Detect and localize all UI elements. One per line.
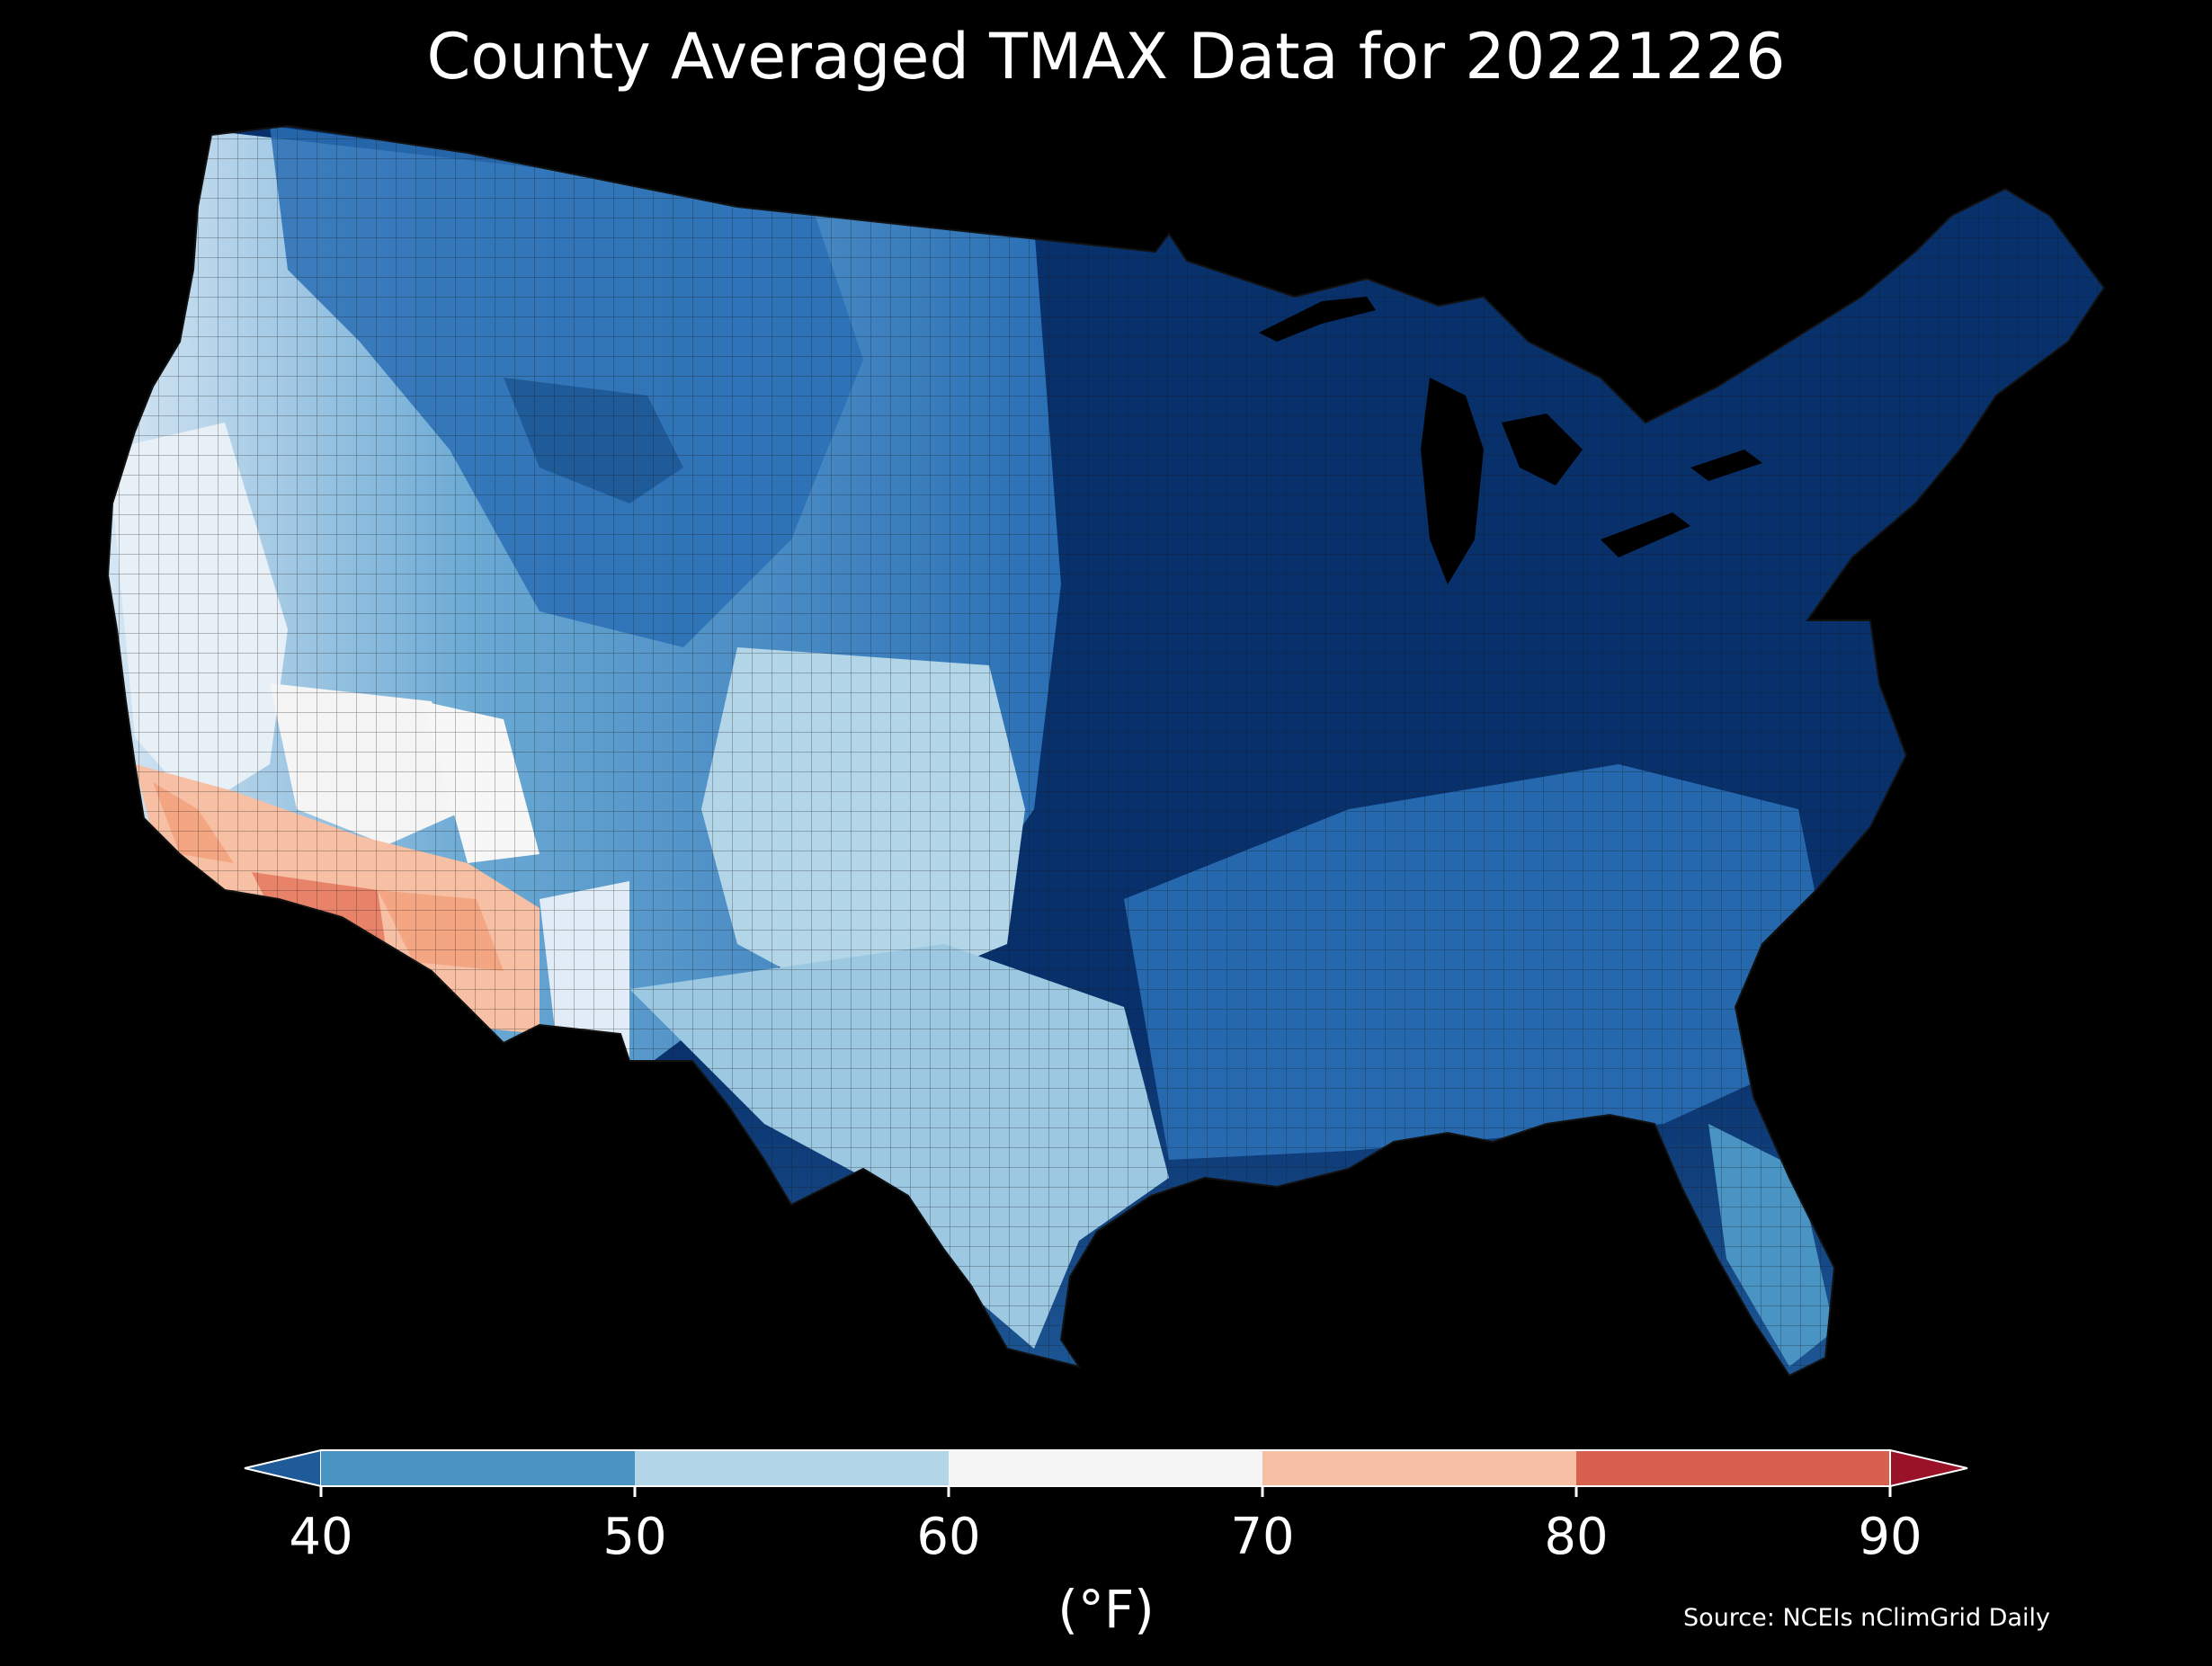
map-title: County Averaged TMAX Data for 20221226 [426, 20, 1786, 94]
colorbar-tick-label: 80 [1544, 1508, 1609, 1566]
colorbar-segment-60-70 [949, 1450, 1262, 1486]
colorbar-tick-label: 70 [1230, 1508, 1295, 1566]
colorbar-tick-label: 90 [1858, 1508, 1922, 1566]
colorbar-segment-70-80 [1262, 1450, 1576, 1486]
source-credit: Source: NCEIs nClimGrid Daily [1683, 1604, 2050, 1632]
colorbar-units-label: (°F) [1057, 1579, 1155, 1640]
colorbar-segment-40-50 [321, 1450, 635, 1486]
colorbar-segment-80-90 [1576, 1450, 1890, 1486]
colorbar-extend-low [244, 1448, 322, 1488]
colorbar-tick-label: 40 [289, 1508, 353, 1566]
colorbar-tick-label: 60 [916, 1508, 981, 1566]
colorbar-tick-label: 50 [602, 1508, 667, 1566]
great-lakes [1259, 297, 1762, 584]
colorbar-extend-high [1889, 1448, 1968, 1488]
colorbar-ticks [319, 1486, 1892, 1497]
colorbar [244, 1448, 1968, 1497]
us-landmass [108, 126, 2104, 1376]
us-outline [106, 124, 2106, 1377]
us-county-temperature-map [106, 124, 2106, 1377]
colorbar-segment-50-60 [635, 1450, 949, 1486]
